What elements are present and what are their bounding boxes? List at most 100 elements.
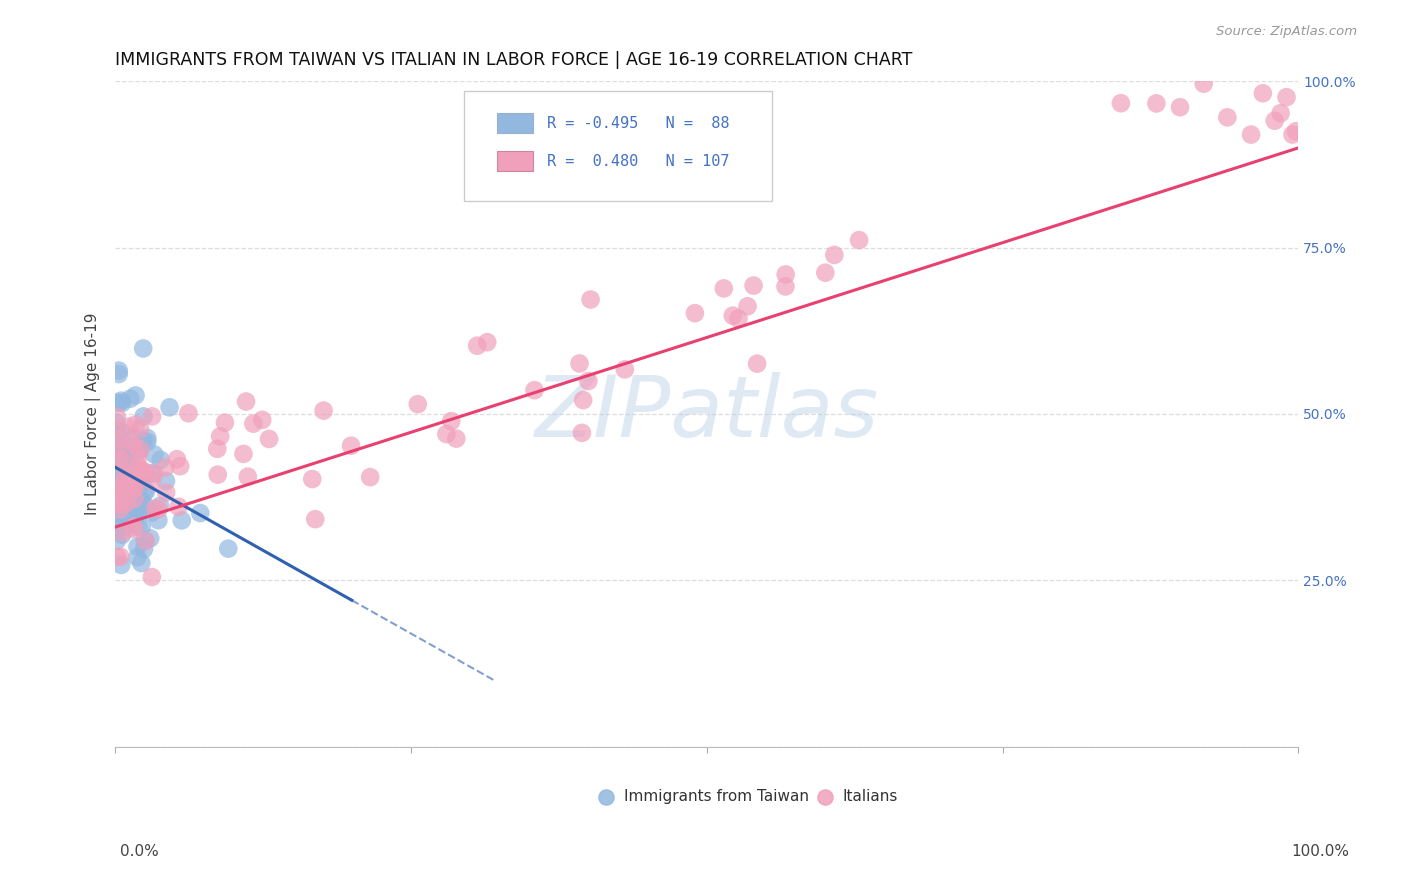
Point: [149, 499, 172, 513]
Point: [340, 439, 363, 453]
Text: Italians: Italians: [842, 789, 898, 804]
Point: [312, 403, 335, 417]
Point: [232, 447, 254, 461]
Point: [105, 516, 128, 531]
Point: [814, 789, 837, 804]
Point: [105, 500, 128, 514]
Point: [122, 430, 145, 444]
Point: [207, 442, 229, 456]
Point: [1216, 111, 1239, 125]
Point: [105, 522, 128, 536]
Point: [242, 417, 264, 431]
Point: [217, 541, 239, 556]
FancyBboxPatch shape: [464, 91, 772, 201]
Point: [131, 493, 153, 508]
Point: [121, 507, 143, 521]
Point: [127, 540, 149, 554]
Point: [132, 409, 155, 424]
Point: [107, 490, 129, 504]
Point: [571, 425, 593, 440]
Point: [127, 450, 149, 464]
Point: [128, 444, 150, 458]
Point: [170, 513, 193, 527]
Point: [141, 409, 163, 424]
Point: [111, 396, 134, 410]
Point: [114, 518, 136, 533]
Point: [129, 422, 152, 436]
Point: [252, 413, 274, 427]
Point: [235, 394, 257, 409]
Point: [737, 299, 759, 313]
Point: [1264, 113, 1286, 128]
Point: [111, 498, 134, 512]
Point: [107, 463, 129, 477]
Point: [742, 278, 765, 293]
Point: [122, 520, 145, 534]
Point: [1251, 87, 1274, 101]
Point: [114, 489, 136, 503]
Point: [149, 452, 172, 467]
Point: [112, 470, 135, 484]
Point: [122, 438, 145, 452]
Point: [727, 311, 749, 326]
Point: [107, 486, 129, 500]
Point: [111, 445, 134, 459]
Point: [129, 442, 152, 457]
Text: Immigrants from Taiwan: Immigrants from Taiwan: [624, 789, 808, 804]
Point: [1192, 77, 1215, 91]
Text: ZIPatlas: ZIPatlas: [534, 373, 879, 456]
Point: [169, 459, 191, 474]
Point: [114, 467, 136, 481]
Point: [124, 491, 146, 506]
Point: [188, 506, 211, 520]
Point: [111, 479, 134, 493]
Point: [110, 469, 132, 483]
Point: [105, 496, 128, 510]
Point: [1168, 100, 1191, 114]
Point: [111, 425, 134, 439]
Point: [775, 279, 797, 293]
Point: [129, 463, 152, 477]
Point: [465, 339, 488, 353]
Y-axis label: In Labor Force | Age 16-19: In Labor Force | Age 16-19: [86, 313, 101, 516]
Point: [159, 401, 181, 415]
Point: [120, 392, 142, 406]
Point: [1240, 128, 1263, 142]
Point: [108, 488, 131, 502]
Point: [236, 469, 259, 483]
Point: [775, 268, 797, 282]
Point: [131, 556, 153, 570]
Point: [124, 417, 146, 432]
Point: [1281, 128, 1303, 142]
Point: [713, 281, 735, 295]
Point: [122, 522, 145, 536]
Point: [105, 423, 128, 437]
Point: [568, 356, 591, 370]
Point: [134, 484, 156, 499]
Point: [107, 432, 129, 446]
Point: [122, 471, 145, 485]
Point: [107, 396, 129, 410]
Text: IMMIGRANTS FROM TAIWAN VS ITALIAN IN LABOR FORCE | AGE 16-19 CORRELATION CHART: IMMIGRANTS FROM TAIWAN VS ITALIAN IN LAB…: [115, 51, 912, 69]
Point: [613, 362, 636, 376]
Point: [523, 383, 546, 397]
Point: [107, 504, 129, 518]
Point: [683, 306, 706, 320]
Point: [131, 463, 153, 477]
Point: [117, 458, 139, 473]
Point: [214, 416, 236, 430]
Point: [127, 458, 149, 473]
Point: [745, 357, 768, 371]
Text: 0.0%: 0.0%: [120, 845, 159, 859]
Point: [848, 233, 870, 247]
Point: [124, 481, 146, 495]
Point: [143, 447, 166, 461]
Point: [134, 533, 156, 548]
Point: [141, 474, 163, 488]
Point: [105, 472, 128, 486]
Point: [110, 393, 132, 408]
Text: Source: ZipAtlas.com: Source: ZipAtlas.com: [1216, 25, 1357, 38]
Point: [127, 501, 149, 516]
Point: [131, 475, 153, 490]
Point: [148, 502, 170, 516]
